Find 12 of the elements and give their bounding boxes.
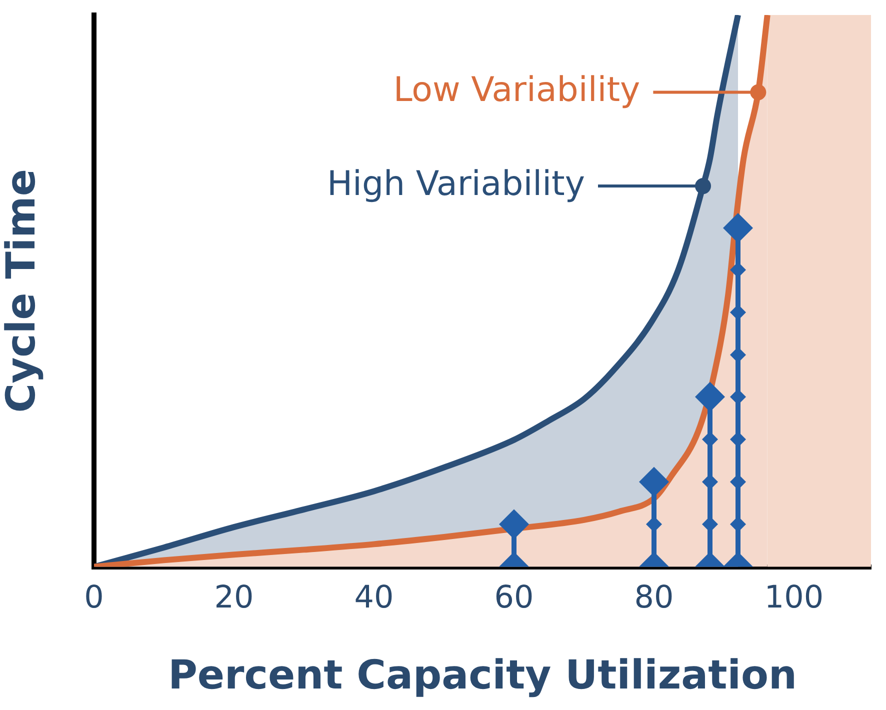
x-tick-label: 20 xyxy=(214,579,254,616)
x-tick-label: 80 xyxy=(634,579,674,616)
legend-label: High Variability xyxy=(326,164,585,204)
legend-label: Low Variability xyxy=(393,70,640,110)
x-axis-title: Percent Capacity Utilization xyxy=(168,652,797,698)
point xyxy=(750,84,766,100)
x-tick-label: 40 xyxy=(354,579,394,616)
x-tick-label: 0 xyxy=(84,579,104,616)
x-tick-label: 100 xyxy=(764,579,824,616)
point xyxy=(695,178,711,194)
y-axis-title: Cycle Time xyxy=(0,169,44,413)
x-tick-label: 60 xyxy=(494,579,534,616)
